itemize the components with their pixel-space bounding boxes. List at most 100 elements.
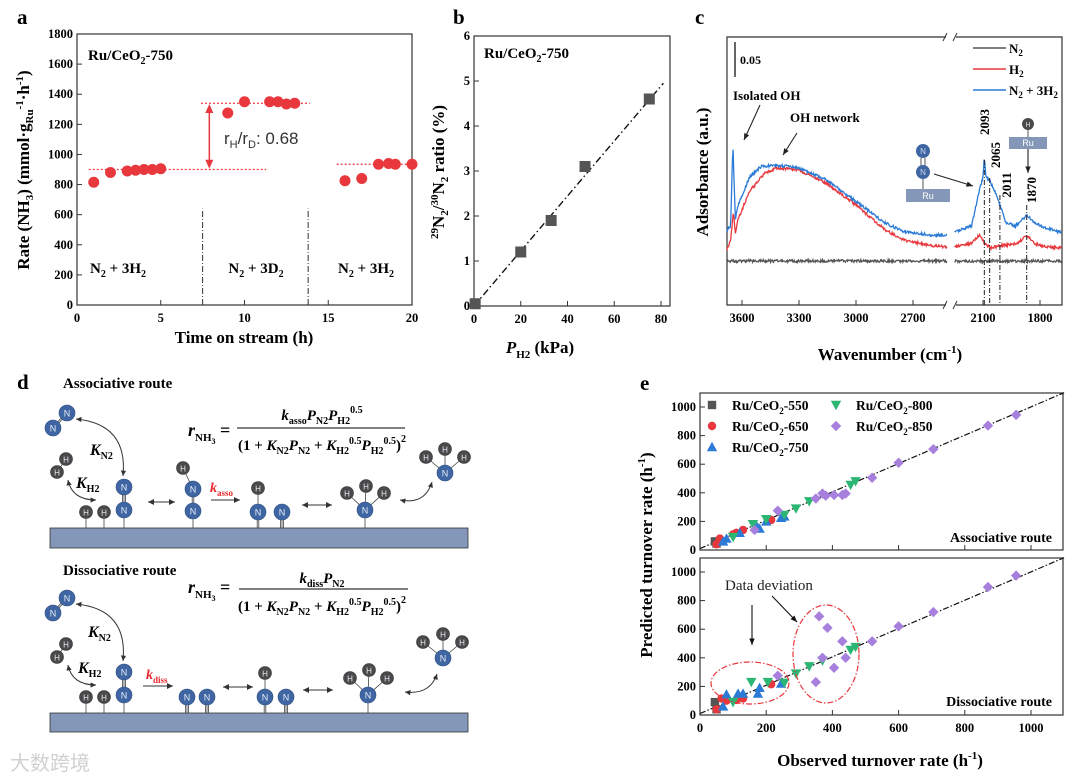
data-point-diamond [928,443,939,455]
legend-label: Ru/CeO2-850 [856,419,933,437]
y-tick-label: 6 [464,29,470,43]
panel-c-axes [726,36,1063,306]
x-tick-label: 400 [823,721,842,735]
hydrogen-atom-icon [1022,118,1034,130]
y-tick-label: 1400 [48,87,73,101]
deviation-ellipse [710,661,790,705]
svg-text:kdissPN2: kdissPN2 [299,571,344,590]
peak-label: 2065 [988,142,1003,169]
panel-e-chart: Observed turnover rate (h-1) Predicted t… [636,392,1065,770]
hydrogen-atom-icon [419,450,433,464]
atom-label: H [180,465,186,474]
arrow-head [120,470,127,476]
legend-label: Ru/CeO2-800 [856,398,933,416]
nitrogen-atom-icon [58,589,76,607]
atom-label: N [121,668,128,678]
k-n2-label-dissociative: KN2 [87,624,111,644]
data-point-circle [339,175,351,187]
adsorption-arrow-n2 [75,603,124,662]
nitrogen-atom-icon [178,688,196,706]
x-tick-label: 2100 [971,311,996,325]
panel-b-axes [473,35,671,307]
legend-text-part: Ru/CeO [732,440,779,455]
panel-e-xlabel: Observed turnover rate (h-1) [777,750,983,770]
data-point-circle [389,158,401,170]
svg-text:(1 + KN2PN2 + KH20.5PH20.5)2: (1 + KN2PN2 + KH20.5PH20.5)2 [238,434,406,457]
y-tick-label: 2 [464,209,470,223]
nitrogen-atom-icon [58,404,76,422]
legend-text-part: N [1009,41,1019,56]
atom-label: N [64,594,71,604]
panel-label-a: a [17,5,28,29]
atom-label: H [440,631,446,640]
legend-text-part: -850 [908,419,933,434]
x-tick-label: 0 [697,721,703,735]
panel-label-b: b [453,5,465,29]
data-point-diamond [837,636,848,647]
hydrogen-atom-icon [359,479,373,493]
legend-text-part: 2 [1018,48,1023,58]
atom-label: N [255,508,262,518]
data-point-triangle-down [779,678,790,689]
oh-network-label: OH network [790,110,860,125]
arrow-head [66,480,72,486]
hydrogen-atom-icon [258,666,272,680]
data-point-diamond [928,606,939,618]
x-tick-label: 20 [406,311,419,325]
arrow-head [120,655,127,661]
legend-text-part: 2 [779,448,784,458]
y-tick-label: 600 [677,457,696,471]
region-label-2: N2 + 3D2 [228,261,283,280]
nitrogen-atom-icon [249,503,267,521]
adsorption-arrow-n2 [75,418,124,477]
data-point-diamond [822,622,833,633]
svg-text:rNH3 =: rNH3 = [188,420,230,446]
data-point-triangle-down [790,669,802,679]
deviation-ellipse [792,604,860,704]
legend-text-part: Ru/CeO [732,398,779,413]
atom-label: N [365,691,372,701]
arrow-head [234,497,240,503]
nitrogen-atom-icon [198,688,216,706]
data-point-triangle-up [721,533,732,543]
panel-b-title: Ru/CeO2-750 [484,46,569,65]
data-point-square [579,161,591,172]
spectrum-line-n2 [954,257,1063,265]
data-point-triangle-up [752,688,764,698]
panel-c-ylabel: Adsorbance (a.u.) [693,108,712,237]
arrow-head [432,674,438,680]
atom-label: H [83,509,89,518]
hydrogen-atom-icon [380,671,394,685]
data-point-triangle-down [830,400,842,411]
y-tick-label: 4 [464,119,471,133]
axis-break-mark [952,300,958,310]
spectrum-line-h2 [954,232,1062,252]
hydrogen-atom-icon [50,650,64,664]
rate-equation-dissociative: rNH3 = kdissPN2 (1 + KN2PN2 + KH20.5PH20… [188,571,408,618]
data-point-diamond [828,489,840,501]
panel-d-diagram: Associative route Dissociative route rNH… [44,376,471,733]
data-point-diamond [1010,409,1022,421]
data-point-triangle-down [747,520,759,530]
parity-line [699,392,1065,550]
legend-label: H2 [1009,62,1024,79]
atom-label: H [255,485,261,494]
data-point-diamond [813,611,825,622]
atom-label: N [920,168,926,177]
data-point-diamond [772,670,783,681]
nitrogen-atom-icon [434,649,452,667]
data-point-square [710,697,720,707]
legend-text-part: -750 [784,440,809,455]
data-point-circle [280,98,292,110]
data-point-circle [356,173,368,185]
arrow-head [790,615,797,622]
data-point-diamond [1010,570,1022,581]
data-point-diamond [749,524,760,536]
atom-label: N [184,693,191,703]
x-tick-label: 3000 [844,311,869,325]
y-tick-label: 400 [54,238,73,252]
hydrogen-atom-icon [59,637,73,651]
associative-route-title: Associative route [63,376,173,392]
adsorbed-n2-arrow [933,173,974,187]
y-tick-label: 600 [677,622,696,636]
